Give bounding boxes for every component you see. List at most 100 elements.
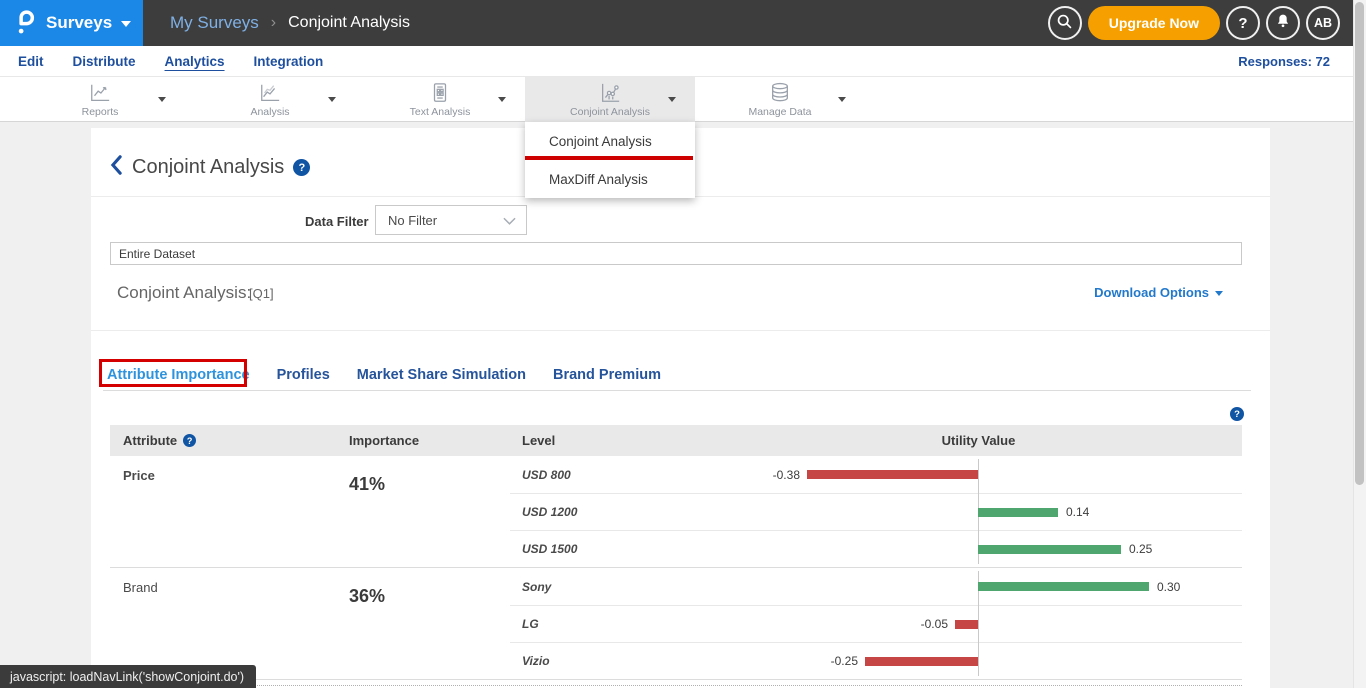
nav-distribute[interactable]: Distribute: [73, 54, 136, 69]
utility-value-label: 0.25: [1129, 542, 1152, 556]
column-header-importance: Importance: [345, 433, 510, 448]
divider: [103, 390, 1251, 391]
nav-analytics[interactable]: Analytics: [165, 54, 225, 69]
tab-profiles[interactable]: Profiles: [273, 365, 334, 389]
database-icon: [767, 82, 793, 104]
toolbar-item-reports[interactable]: Reports: [15, 77, 185, 122]
conjoint-analysis-icon: [597, 82, 623, 104]
product-label: Surveys: [46, 13, 112, 33]
chevron-down-icon[interactable]: [498, 97, 506, 102]
menu-item-conjoint-analysis[interactable]: Conjoint Analysis: [525, 122, 695, 160]
title-help-icon[interactable]: ?: [293, 159, 310, 176]
level-row: USD 1500 0.25: [510, 530, 1242, 567]
chevron-down-icon[interactable]: [838, 97, 846, 102]
utility-value-label: -0.38: [773, 468, 800, 482]
vertical-scrollbar[interactable]: [1353, 0, 1366, 688]
divider: [91, 330, 1270, 331]
search-button[interactable]: [1048, 6, 1082, 40]
toolbar-item-manage-data[interactable]: Manage Data: [695, 77, 865, 122]
responses-count[interactable]: Responses: 72: [1238, 54, 1330, 69]
menu-item-maxdiff-analysis[interactable]: MaxDiff Analysis: [525, 160, 695, 198]
chevron-down-icon[interactable]: [328, 97, 336, 102]
utility-value-label: 0.14: [1066, 505, 1089, 519]
nav-edit[interactable]: Edit: [18, 54, 44, 69]
utility-table: Attribute ? Importance Level Utility Val…: [110, 425, 1242, 680]
utility-bar-cell: -0.25: [745, 643, 1242, 679]
scrollbar-thumb[interactable]: [1355, 2, 1364, 485]
level-name: Vizio: [510, 654, 745, 668]
chevron-down-icon: [503, 213, 516, 228]
dataset-input[interactable]: [110, 242, 1242, 265]
back-chevron-icon[interactable]: [110, 155, 123, 180]
utility-bar-cell: 0.30: [745, 568, 1242, 605]
text-analysis-icon: [427, 82, 453, 104]
utility-bar: [978, 508, 1058, 517]
toolbar-label: Analysis: [250, 106, 289, 118]
toolbar-label: Conjoint Analysis: [570, 106, 650, 118]
tab-attribute-importance[interactable]: Attribute Importance: [103, 365, 254, 389]
questionpro-logo-icon: [14, 7, 37, 40]
importance-value: 36%: [345, 568, 510, 679]
level-row: Sony0.30: [510, 568, 1242, 605]
menu-item-label: Conjoint Analysis: [549, 134, 652, 149]
column-header-attribute: Attribute ?: [110, 433, 345, 448]
upgrade-now-button[interactable]: Upgrade Now: [1088, 6, 1220, 40]
app-screen: Surveys My Surveys › Conjoint Analysis U…: [0, 0, 1366, 688]
level-rows: Sony0.30LG-0.05 Vizio -0.25: [510, 568, 1242, 679]
product-switcher[interactable]: Surveys: [0, 0, 143, 46]
level-name: USD 1200: [510, 505, 745, 519]
level-row: Vizio -0.25: [510, 642, 1242, 679]
attribute-name: Price: [110, 456, 345, 567]
page-title-row: Conjoint Analysis ?: [110, 155, 310, 180]
utility-value-label: -0.05: [921, 617, 948, 631]
download-options-label: Download Options: [1094, 285, 1209, 300]
search-icon: [1056, 13, 1073, 34]
utility-value-label: 0.30: [1157, 580, 1180, 594]
data-filter-select[interactable]: No Filter: [375, 205, 527, 235]
reports-chart-icon: [87, 82, 113, 104]
chevron-down-icon[interactable]: [668, 97, 676, 102]
avatar[interactable]: AB: [1306, 6, 1340, 40]
toolbar-item-analysis[interactable]: Analysis: [185, 77, 355, 122]
level-row: LG-0.05: [510, 605, 1242, 642]
chevron-down-icon: [1215, 291, 1223, 296]
column-header-label: Attribute: [123, 433, 177, 448]
level-row: USD 800-0.38: [510, 456, 1242, 493]
notifications-button[interactable]: [1266, 6, 1300, 40]
divider: [110, 685, 1242, 686]
toolbar-label: Reports: [82, 106, 119, 118]
utility-bar-cell: 0.25: [745, 531, 1242, 567]
toolbar-item-text-analysis[interactable]: Text Analysis: [355, 77, 525, 122]
analysis-chart-icon: [257, 82, 283, 104]
column-header-utility-value: Utility Value: [745, 433, 1242, 448]
utility-bar-cell: -0.05: [745, 606, 1242, 642]
breadcrumb-current: Conjoint Analysis: [288, 14, 410, 32]
column-header-level: Level: [510, 433, 745, 448]
help-button[interactable]: ?: [1226, 6, 1260, 40]
data-filter-value: No Filter: [388, 213, 437, 228]
level-row: USD 1200 0.14: [510, 493, 1242, 530]
nav-integration[interactable]: Integration: [254, 54, 324, 69]
tab-market-share-simulation[interactable]: Market Share Simulation: [353, 365, 530, 389]
data-filter-label: Data Filter: [305, 214, 369, 229]
breadcrumb-separator-icon: ›: [271, 14, 276, 32]
breadcrumb: My Surveys › Conjoint Analysis: [170, 0, 410, 46]
attribute-name: Brand: [110, 568, 345, 679]
utility-value-label: -0.25: [831, 654, 858, 668]
utility-bar-cell: -0.38: [745, 456, 1242, 493]
level-name: USD 1500: [510, 542, 745, 556]
result-tabs: Attribute Importance Profiles Market Sha…: [103, 365, 665, 389]
attribute-help-icon[interactable]: ?: [183, 434, 196, 447]
utility-bar-cell: 0.14: [745, 494, 1242, 530]
content-card: Conjoint Analysis ? Data Filter No Filte…: [91, 128, 1270, 688]
breadcrumb-my-surveys[interactable]: My Surveys: [170, 13, 259, 33]
table-help-icon[interactable]: ?: [1230, 407, 1244, 421]
section-title: Conjoint Analysis:: [117, 283, 251, 303]
survey-nav: Edit Distribute Analytics Integration Re…: [0, 46, 1366, 77]
toolbar-item-conjoint-analysis[interactable]: Conjoint Analysis: [525, 77, 695, 122]
table-header-row: Attribute ? Importance Level Utility Val…: [110, 425, 1242, 456]
download-options-link[interactable]: Download Options: [1094, 285, 1223, 300]
utility-bar: [865, 657, 978, 666]
tab-brand-premium[interactable]: Brand Premium: [549, 365, 665, 389]
chevron-down-icon[interactable]: [158, 97, 166, 102]
